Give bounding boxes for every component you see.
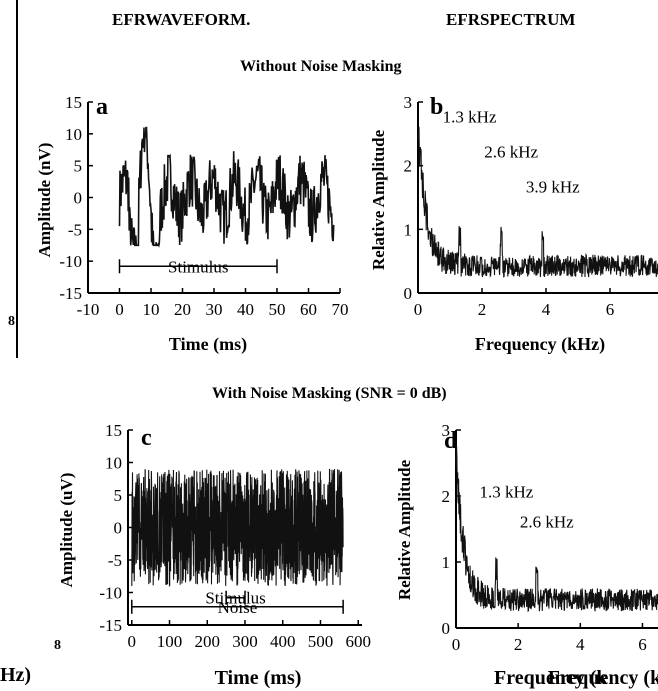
left-edge-axis-fragment [16,0,18,358]
panel-d-x-tick-label: 0 [452,635,461,654]
panel-d-peak-label: 1.3 kHz [479,483,533,502]
panel-c-x-tick-label: 200 [195,632,221,651]
panel-d-trace [455,446,658,613]
panel-a-y-tick-label: -5 [68,220,82,239]
spectrum-header: EFRSPECTRUM [446,10,576,29]
panel-d-y-tick-label: 3 [442,421,451,440]
panel-d-y-tick-label: 2 [442,487,451,506]
left-edge-number-fragment: 8 [8,314,15,329]
panel-c-y-tick-label: -15 [99,616,122,635]
panel-c-x-tick-label: 0 [128,632,137,651]
panel-b-peak-label: 1.3 kHz [443,107,497,126]
panel-a-annotation-label: Stimulus [168,257,228,276]
panel-b-x-tick-label: 4 [542,300,551,319]
panel-b-peak-label: 2.6 kHz [484,142,538,161]
panel-a-y-tick-label: 5 [74,157,83,176]
panel-a-x-tick-label: 20 [174,300,191,319]
bottom-section-title: With Noise Masking (SNR = 0 dB) [212,385,447,402]
panel-c-x-axis-label: Time (ms) [215,667,302,689]
panel-a-x-axis-label: Time (ms) [169,334,247,355]
panel-a-x-tick-label: -10 [77,300,100,319]
panel-c-y-tick-label: -5 [108,551,122,570]
panel-b-x-tick-label: 6 [606,300,615,319]
waveform-header: EFRWAVEFORM. [112,10,251,29]
panel-b-y-tick-label: 0 [404,284,413,303]
panel-d-x-tick-label: 6 [638,635,647,654]
panel-b-y-tick-label: 3 [404,93,413,112]
panel-a-y-tick-label: 15 [65,93,82,112]
panel-c-y-axis-label: Amplitude (uV) [57,473,76,588]
bottom-left-number-fragment: 8 [54,638,61,653]
panel-c-y-tick-label: -10 [99,584,122,603]
panel-c-x-tick-label: 400 [270,632,296,651]
panel-c-y-tick-label: 15 [105,421,122,440]
panel-a-letter: a [96,94,108,120]
panel-c-x-tick-label: 500 [308,632,334,651]
panel-b-trace [417,126,658,278]
panel-a-x-tick-label: 40 [237,300,254,319]
bottom-right-unit-fragment: Frequency (k [494,667,608,689]
panel-c-x-tick-label: 300 [232,632,258,651]
panel-c-annotation-label: Stimulus [205,589,265,608]
panel-b-y-tick-label: 1 [404,220,413,239]
panel-a-trace [118,126,335,248]
panel-c-letter: c [141,425,152,451]
panel-a-x-tick-label: 70 [332,300,349,319]
panel-b-x-axis-label: Frequency (kHz) [475,334,605,355]
panel-b-letter: b [430,94,443,120]
panel-c-trace [131,468,344,588]
panel-d-x-tick-label: 2 [514,635,523,654]
panel-d-x-axis-label: Frequency (kHz) [548,667,658,689]
panel-c-annotation-label: Noise [218,598,258,617]
panel-c-y-tick-label: 10 [105,454,122,473]
panel-c-y-tick-label: 0 [114,519,123,538]
panel-d-x-tick-label: 4 [576,635,585,654]
panel-a-x-tick-label: 10 [143,300,160,319]
panel-c-x-tick-label: 100 [157,632,183,651]
panel-b-y-axis-label: Relative Amplitude [369,129,388,270]
panel-d-peak-label: 2.6 kHz [520,512,574,531]
panel-d-letter: d [444,428,458,454]
panel-a-y-tick-label: 0 [74,189,83,208]
panel-a-y-tick-label: 10 [65,125,82,144]
panel-a-y-axis-label: Amplitude (nV) [35,143,54,258]
panel-d-y-tick-label: 0 [442,619,451,638]
panel-b-y-tick-label: 2 [404,157,413,176]
panel-a-y-tick-label: -15 [59,284,82,303]
bottom-left-unit-fragment: Hz) [0,664,32,686]
panel-c-y-tick-label: 5 [114,486,123,505]
panel-a-x-tick-label: 50 [269,300,286,319]
panel-a-x-tick-label: 60 [300,300,317,319]
top-section-title: Without Noise Masking [240,58,402,75]
panel-a-x-tick-label: 0 [115,300,124,319]
panel-a-y-tick-label: -10 [59,252,82,271]
panel-d-y-tick-label: 1 [442,553,451,572]
panel-b-peak-label: 3.9 kHz [526,178,580,197]
panel-d-y-axis-label: Relative Amplitude [395,459,414,600]
panel-b-x-tick-label: 0 [414,300,423,319]
panel-b-x-tick-label: 2 [478,300,487,319]
panel-a-x-tick-label: 30 [206,300,223,319]
panel-c-x-tick-label: 600 [345,632,371,651]
